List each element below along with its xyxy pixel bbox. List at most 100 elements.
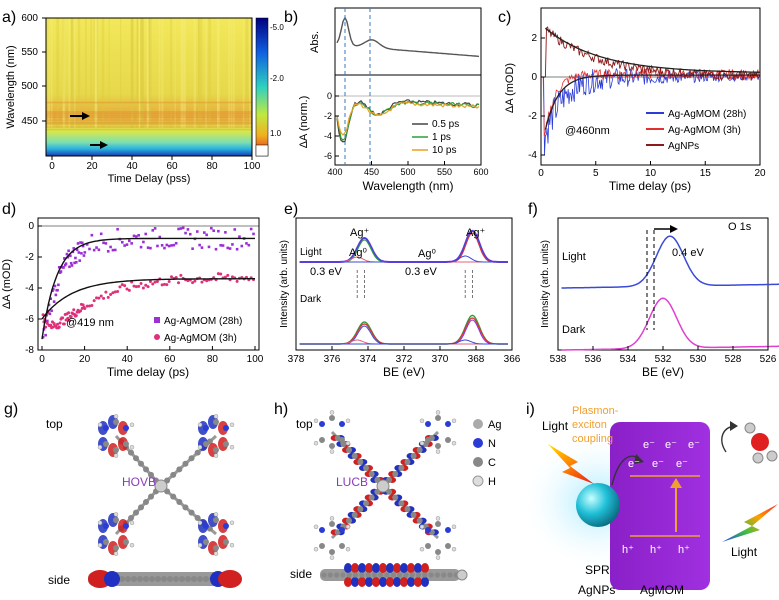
colorbar-tick: 1.0 (270, 129, 282, 138)
data-point-28h (249, 227, 253, 231)
heatmap-stripe (232, 18, 235, 128)
nitrogen-atom (339, 527, 345, 533)
view-label-top: top (46, 417, 63, 431)
hydrogen-atom (197, 520, 203, 526)
atom-legend-label: Ag (488, 419, 501, 431)
data-point-3h (85, 304, 89, 308)
heatmap-stripe (74, 18, 76, 128)
data-point-28h (65, 252, 69, 256)
tick-label: 600 (21, 13, 38, 24)
data-point-3h (179, 273, 183, 277)
data-point-3h (170, 275, 174, 279)
data-point-28h (70, 264, 74, 267)
data-point-3h (104, 290, 108, 294)
heatmap-stripe (70, 18, 74, 128)
hydrogen-atom (345, 546, 351, 552)
data-point-28h (139, 245, 143, 249)
carbon-atom (194, 515, 201, 521)
data-point-28h (200, 246, 204, 249)
carbon-atom (447, 572, 453, 578)
orbital-lobe (372, 563, 380, 573)
shift-label: 0.4 eV (672, 247, 704, 259)
data-point-28h (54, 293, 58, 297)
heatmap-stripe (148, 18, 151, 128)
data-point-3h (205, 279, 209, 283)
nitrogen-atom (123, 523, 129, 529)
probe-annotation: @460nm (565, 125, 610, 137)
heatmap-frame (45, 17, 253, 157)
data-point-28h (163, 246, 166, 250)
legend-swatch (154, 334, 160, 340)
data-point-28h (130, 242, 133, 245)
data-point-28h (72, 247, 76, 250)
tick-label: 0 (531, 72, 537, 83)
carbon-atom (103, 441, 109, 447)
carbon-atom (319, 543, 325, 549)
heatmap-image (46, 18, 252, 156)
data-point-3h (57, 325, 61, 329)
light-bolt-icon (722, 504, 778, 542)
data-point-28h (170, 244, 173, 247)
tick-label: 10 (645, 168, 657, 179)
data-point-3h (219, 272, 223, 276)
hydrogen-atom (329, 516, 335, 521)
tick-label: 366 (504, 354, 521, 365)
data-point-3h (230, 275, 234, 279)
y-axis-label: ΔA (mOD) (1, 259, 13, 309)
carbon-atom (103, 539, 109, 545)
x-axis-ticks: 400 450 500 550 600 (327, 161, 489, 177)
nitrogen-atom (319, 421, 325, 427)
data-point-3h (174, 276, 178, 280)
data-point-3h (67, 319, 71, 323)
carbon-atom (167, 576, 173, 582)
y-axis-ticks: 0 -2 -4 -6 -8 (25, 221, 42, 356)
data-point-28h (116, 227, 119, 231)
carbon-atom (170, 493, 177, 500)
data-point-28h (245, 242, 248, 245)
data-point-28h (106, 250, 110, 253)
legend-label: AgNPs (668, 141, 699, 152)
panel-a: 600 550 500 450 0 20 40 60 80 100 Wavelength (nm… (5, 13, 284, 185)
heatmap-stripe (46, 129, 252, 131)
carbon-atom (329, 549, 335, 555)
tick-label: 0 (39, 354, 45, 365)
heatmap-stripe (70, 18, 73, 128)
data-point-28h (57, 265, 61, 269)
carbon-atom (368, 471, 375, 477)
heatmap-stripe (198, 18, 200, 128)
carbon-atom (148, 493, 154, 500)
orbital-lobe (393, 563, 401, 573)
carbon-atom (346, 447, 352, 453)
fit-curve (544, 74, 760, 130)
hydrogen-atom (113, 414, 119, 419)
data-point-28h (102, 241, 105, 245)
tick-label: 80 (206, 161, 218, 172)
data-point-28h (47, 303, 51, 307)
x-axis-ticks: 0 5 10 15 20 (538, 161, 766, 179)
data-point-28h (177, 227, 180, 231)
data-point-3h (177, 281, 181, 285)
data-point-3h (153, 280, 157, 284)
carbon-atom (191, 576, 197, 582)
heatmap-stripe (46, 121, 252, 123)
data-point-28h (151, 229, 155, 232)
carbon-atom (416, 447, 423, 453)
data-point-28h (188, 232, 192, 236)
heatmap-stripe (46, 116, 252, 118)
tick-label: 20 (86, 161, 98, 172)
arrow-head-icon (730, 421, 738, 431)
data-point-28h (123, 244, 126, 247)
legend-swatch (154, 317, 160, 323)
carbon-atom (339, 543, 345, 549)
data-point-3h (45, 321, 49, 325)
tick-label: 374 (360, 354, 377, 365)
data-point-3h (102, 296, 106, 300)
peak-label-ag0: Ag⁰ (418, 248, 436, 260)
data-point-3h (200, 280, 204, 284)
hydrogen-atom (435, 555, 441, 560)
tick-label: 600 (473, 167, 488, 177)
nitrogen-atom (103, 523, 109, 529)
xps-envelope-dark (299, 314, 508, 345)
heatmap-texture (46, 18, 253, 131)
